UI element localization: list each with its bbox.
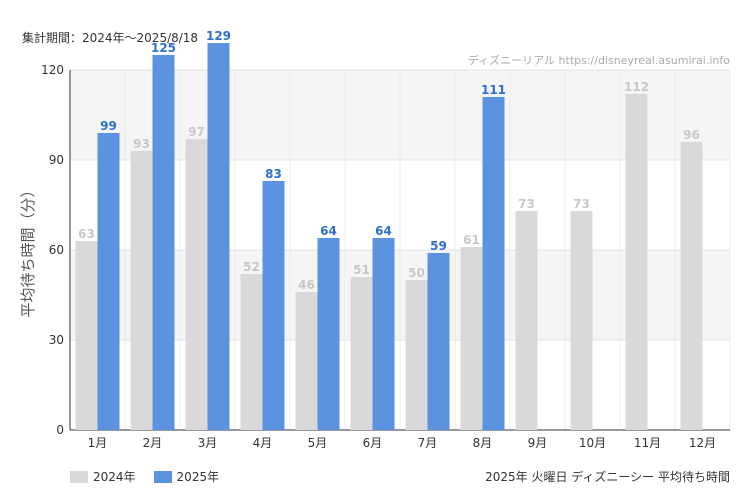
y-tick-label: 120 (41, 63, 64, 77)
legend-item-2024[interactable]: 2024年 (70, 468, 136, 485)
bar-2024-6 (350, 277, 373, 430)
data-label-2024-2: 93 (133, 137, 150, 151)
bar-2025-7 (427, 253, 450, 430)
bar-2024-4 (240, 274, 263, 430)
x-tick-label: 8月 (473, 436, 493, 450)
bar-2025-3 (207, 43, 230, 430)
data-label-2025-3: 129 (206, 29, 231, 43)
data-label-2024-8: 61 (463, 233, 480, 247)
bar-2024-3 (185, 139, 208, 430)
data-label-2024-7: 50 (408, 266, 425, 280)
bar-2024-1 (75, 241, 98, 430)
bar-2024-10 (570, 211, 593, 430)
x-tick-label: 10月 (579, 436, 606, 450)
data-label-2024-9: 73 (518, 197, 535, 211)
legend-swatch-2024 (70, 470, 88, 483)
legend-label-2024: 2024年 (93, 470, 136, 484)
y-tick-label: 90 (49, 153, 64, 167)
bar-2025-1 (97, 133, 120, 430)
data-label-2024-5: 46 (298, 278, 315, 292)
legend-swatch-2025 (153, 470, 172, 483)
x-tick-label: 5月 (308, 436, 328, 450)
bar-2024-5 (295, 292, 318, 430)
bar-2025-2 (152, 55, 175, 430)
credit-text: ディズニーリアル https://disneyreal.asumirai.inf… (467, 54, 730, 67)
data-label-2024-1: 63 (78, 227, 95, 241)
data-label-2025-2: 125 (151, 41, 176, 55)
data-label-2025-8: 111 (481, 83, 506, 97)
bar-2024-8 (460, 247, 483, 430)
bar-2025-5 (317, 238, 340, 430)
data-label-2025-1: 99 (100, 119, 117, 133)
x-tick-label: 3月 (198, 436, 218, 450)
bar-2025-6 (372, 238, 395, 430)
x-tick-label: 4月 (253, 436, 273, 450)
data-label-2024-10: 73 (573, 197, 590, 211)
x-tick-label: 6月 (363, 436, 383, 450)
bar-2024-7 (405, 280, 428, 430)
period-label: 集計期間：2024年〜2025/8/18 (22, 31, 199, 45)
x-tick-label: 7月 (418, 436, 438, 450)
data-label-2025-6: 64 (375, 224, 392, 238)
legend-label-2025: 2025年 (176, 470, 220, 484)
y-tick-label: 30 (49, 333, 64, 347)
data-label-2024-6: 51 (353, 263, 370, 277)
bar-2025-8 (482, 97, 505, 430)
legend: 2024年 2025年 (70, 468, 219, 485)
data-label-2024-12: 96 (683, 128, 700, 142)
x-tick-label: 12月 (689, 436, 716, 450)
bar-2024-2 (130, 151, 153, 430)
data-label-2025-4: 83 (265, 167, 282, 181)
data-label-2024-4: 52 (243, 260, 260, 274)
chart-title: 2025年 火曜日 ディズニーシー 平均待ち時間 (485, 470, 730, 484)
bar-2025-4 (262, 181, 285, 430)
y-axis-label: 平均待ち時間（分） (19, 182, 37, 317)
y-tick-label: 0 (56, 423, 64, 437)
data-label-2025-7: 59 (430, 239, 447, 253)
bar-2024-9 (515, 211, 538, 430)
x-tick-label: 11月 (634, 436, 661, 450)
data-label-2024-3: 97 (188, 125, 205, 139)
bar-2024-12 (680, 142, 703, 430)
x-tick-label: 2月 (143, 436, 163, 450)
data-label-2025-5: 64 (320, 224, 337, 238)
data-label-2024-11: 112 (624, 80, 649, 94)
y-tick-label: 60 (49, 243, 64, 257)
bar-2024-11 (625, 94, 648, 430)
x-tick-label: 1月 (88, 436, 108, 450)
x-tick-label: 9月 (528, 436, 548, 450)
legend-item-2025[interactable]: 2025年 (153, 468, 220, 485)
